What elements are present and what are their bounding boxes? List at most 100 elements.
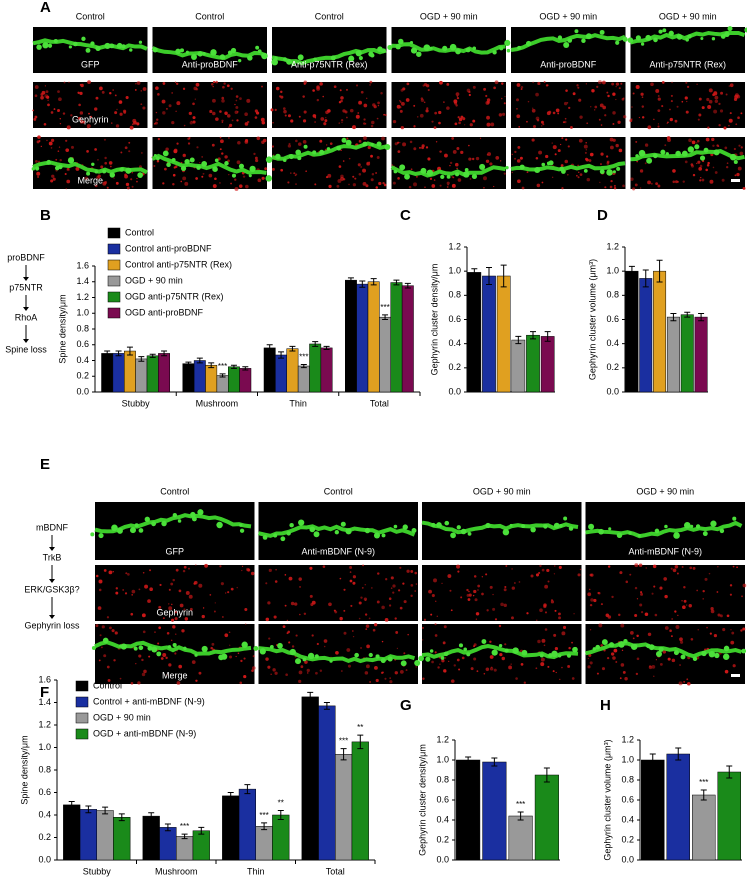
spine bbox=[172, 512, 178, 518]
gephyrin-dot bbox=[704, 577, 708, 581]
spine bbox=[608, 642, 615, 648]
gephyrin-dot bbox=[681, 566, 684, 568]
spine bbox=[703, 147, 709, 153]
gephyrin-dot bbox=[174, 165, 178, 169]
gephyrin-dot bbox=[493, 185, 495, 188]
error-bar bbox=[530, 331, 536, 340]
gephyrin-dot bbox=[610, 180, 613, 183]
gephyrin-dot bbox=[272, 167, 275, 171]
bar bbox=[124, 350, 136, 393]
gephyrin-dot bbox=[632, 92, 635, 95]
gephyrin-dot bbox=[158, 605, 162, 609]
spine bbox=[91, 645, 96, 651]
y-tick-label: 0.2 bbox=[448, 362, 461, 372]
y-tick-label: 0.6 bbox=[621, 794, 634, 804]
gephyrin-dot bbox=[697, 160, 701, 164]
spine bbox=[442, 45, 448, 51]
gephyrin-dot bbox=[45, 90, 49, 94]
gephyrin-dot bbox=[589, 661, 593, 665]
gephyrin-dot bbox=[287, 630, 290, 634]
gephyrin-dot bbox=[359, 140, 361, 142]
spine bbox=[265, 156, 273, 163]
gephyrin-dot bbox=[384, 617, 389, 622]
spine bbox=[455, 48, 461, 55]
spine bbox=[171, 158, 176, 162]
gephyrin-dot bbox=[70, 114, 73, 117]
gephyrin-dot bbox=[501, 656, 506, 661]
gephyrin-dot bbox=[236, 119, 239, 122]
gephyrin-dot bbox=[377, 101, 380, 105]
gephyrin-dot bbox=[483, 87, 487, 91]
gephyrin-dot bbox=[183, 124, 186, 127]
bar bbox=[508, 815, 533, 861]
gephyrin-dot bbox=[211, 143, 215, 147]
spine bbox=[676, 33, 683, 40]
gephyrin-dot bbox=[299, 585, 301, 588]
gephyrin-dot bbox=[131, 594, 133, 596]
gephyrin-dot bbox=[683, 599, 687, 603]
error-bar bbox=[196, 357, 203, 364]
gephyrin-dot bbox=[552, 670, 555, 673]
gephyrin-dot bbox=[338, 122, 341, 124]
gephyrin-dot bbox=[349, 108, 354, 113]
gephyrin-dot bbox=[392, 584, 396, 588]
gephyrin-dot bbox=[455, 104, 458, 107]
y-tick-label: 0.6 bbox=[38, 787, 51, 797]
column-header: OGD + 90 min bbox=[420, 11, 478, 21]
gephyrin-dot bbox=[681, 100, 684, 103]
spine bbox=[722, 653, 730, 660]
error-bar bbox=[312, 341, 319, 347]
gephyrin-dot bbox=[576, 84, 579, 87]
gephyrin-dot bbox=[600, 644, 603, 647]
gephyrin-dot bbox=[553, 633, 557, 637]
gephyrin-dot bbox=[712, 144, 715, 147]
gephyrin-dot bbox=[215, 117, 219, 121]
gephyrin-dot bbox=[578, 98, 582, 102]
gephyrin-dot bbox=[615, 661, 618, 663]
gephyrin-dot bbox=[563, 101, 568, 106]
spine bbox=[387, 44, 393, 50]
gephyrin-dot bbox=[681, 600, 683, 602]
spine bbox=[700, 37, 704, 41]
gephyrin-dot bbox=[444, 657, 447, 659]
gephyrin-dot bbox=[651, 664, 656, 669]
gephyrin-dot bbox=[103, 654, 107, 658]
gephyrin-dot bbox=[742, 627, 746, 631]
bar bbox=[680, 314, 694, 393]
gephyrin-dot bbox=[541, 568, 545, 572]
gephyrin-dot bbox=[537, 639, 541, 644]
gephyrin-dot bbox=[413, 182, 418, 187]
gephyrin-dot bbox=[275, 86, 280, 91]
gephyrin-dot bbox=[675, 625, 680, 629]
gephyrin-dot bbox=[452, 150, 457, 154]
gephyrin-dot bbox=[683, 681, 686, 683]
spine bbox=[210, 49, 217, 56]
gephyrin-dot bbox=[652, 564, 657, 569]
gephyrin-dot bbox=[392, 119, 397, 124]
gephyrin-dot bbox=[209, 594, 212, 596]
gephyrin-dot bbox=[539, 608, 543, 612]
spine bbox=[291, 62, 295, 66]
y-tick-label: 0.6 bbox=[436, 794, 449, 804]
gephyrin-dot bbox=[235, 655, 237, 658]
gephyrin-dot bbox=[447, 574, 452, 578]
gephyrin-dot bbox=[156, 160, 160, 163]
gephyrin-dot bbox=[521, 186, 525, 190]
gephyrin-dot bbox=[162, 182, 165, 185]
error-bar bbox=[500, 264, 507, 288]
spine bbox=[184, 158, 190, 165]
spine bbox=[90, 41, 95, 46]
gephyrin-dot bbox=[543, 81, 546, 83]
gephyrin-dot bbox=[734, 174, 737, 177]
spine bbox=[465, 47, 471, 53]
gephyrin-dot bbox=[193, 582, 196, 585]
gephyrin-dot bbox=[354, 177, 357, 180]
gephyrin-dot bbox=[355, 84, 359, 87]
gephyrin-dot bbox=[590, 106, 592, 108]
gephyrin-dot bbox=[473, 645, 476, 648]
gephyrin-dot bbox=[284, 604, 287, 607]
legend-label: Control + anti-mBDNF (N-9) bbox=[93, 696, 205, 706]
gephyrin-dot bbox=[535, 116, 540, 121]
gephyrin-dot bbox=[527, 100, 530, 103]
gephyrin-dot bbox=[422, 84, 425, 87]
